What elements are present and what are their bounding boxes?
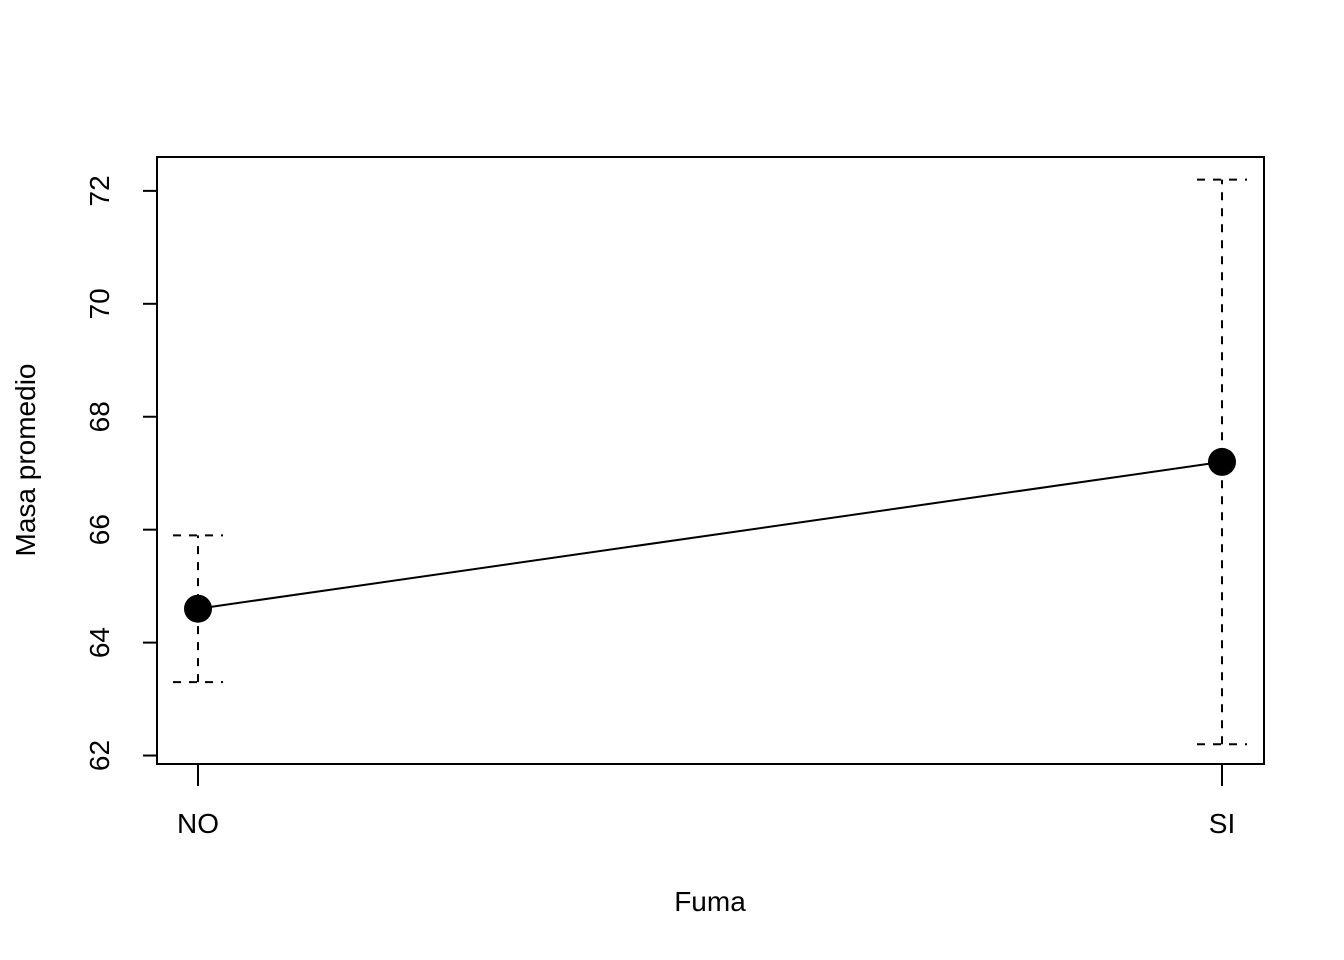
x-axis-title: Fuma (674, 886, 746, 917)
plot-frame (156, 156, 1265, 765)
y-tick-label: 70 (84, 288, 115, 319)
y-tick-label: 72 (84, 175, 115, 206)
series-line (197, 460, 1223, 610)
y-tick-label: 62 (84, 740, 115, 771)
x-axis: NO SI (177, 763, 1235, 839)
series-path (197, 460, 1223, 610)
y-tick-label: 68 (84, 401, 115, 432)
data-points (184, 447, 1236, 623)
y-tick-label: 64 (84, 627, 115, 658)
y-tick-label: 66 (84, 514, 115, 545)
x-tick-label: SI (1209, 808, 1235, 839)
data-point-no (184, 594, 212, 623)
data-point-si (1208, 447, 1236, 476)
error-bars (173, 178, 1247, 746)
y-axis-title: Masa promedio (10, 364, 41, 557)
x-tick-label: NO (177, 808, 219, 839)
y-axis: 62 64 66 68 70 72 (84, 175, 158, 771)
